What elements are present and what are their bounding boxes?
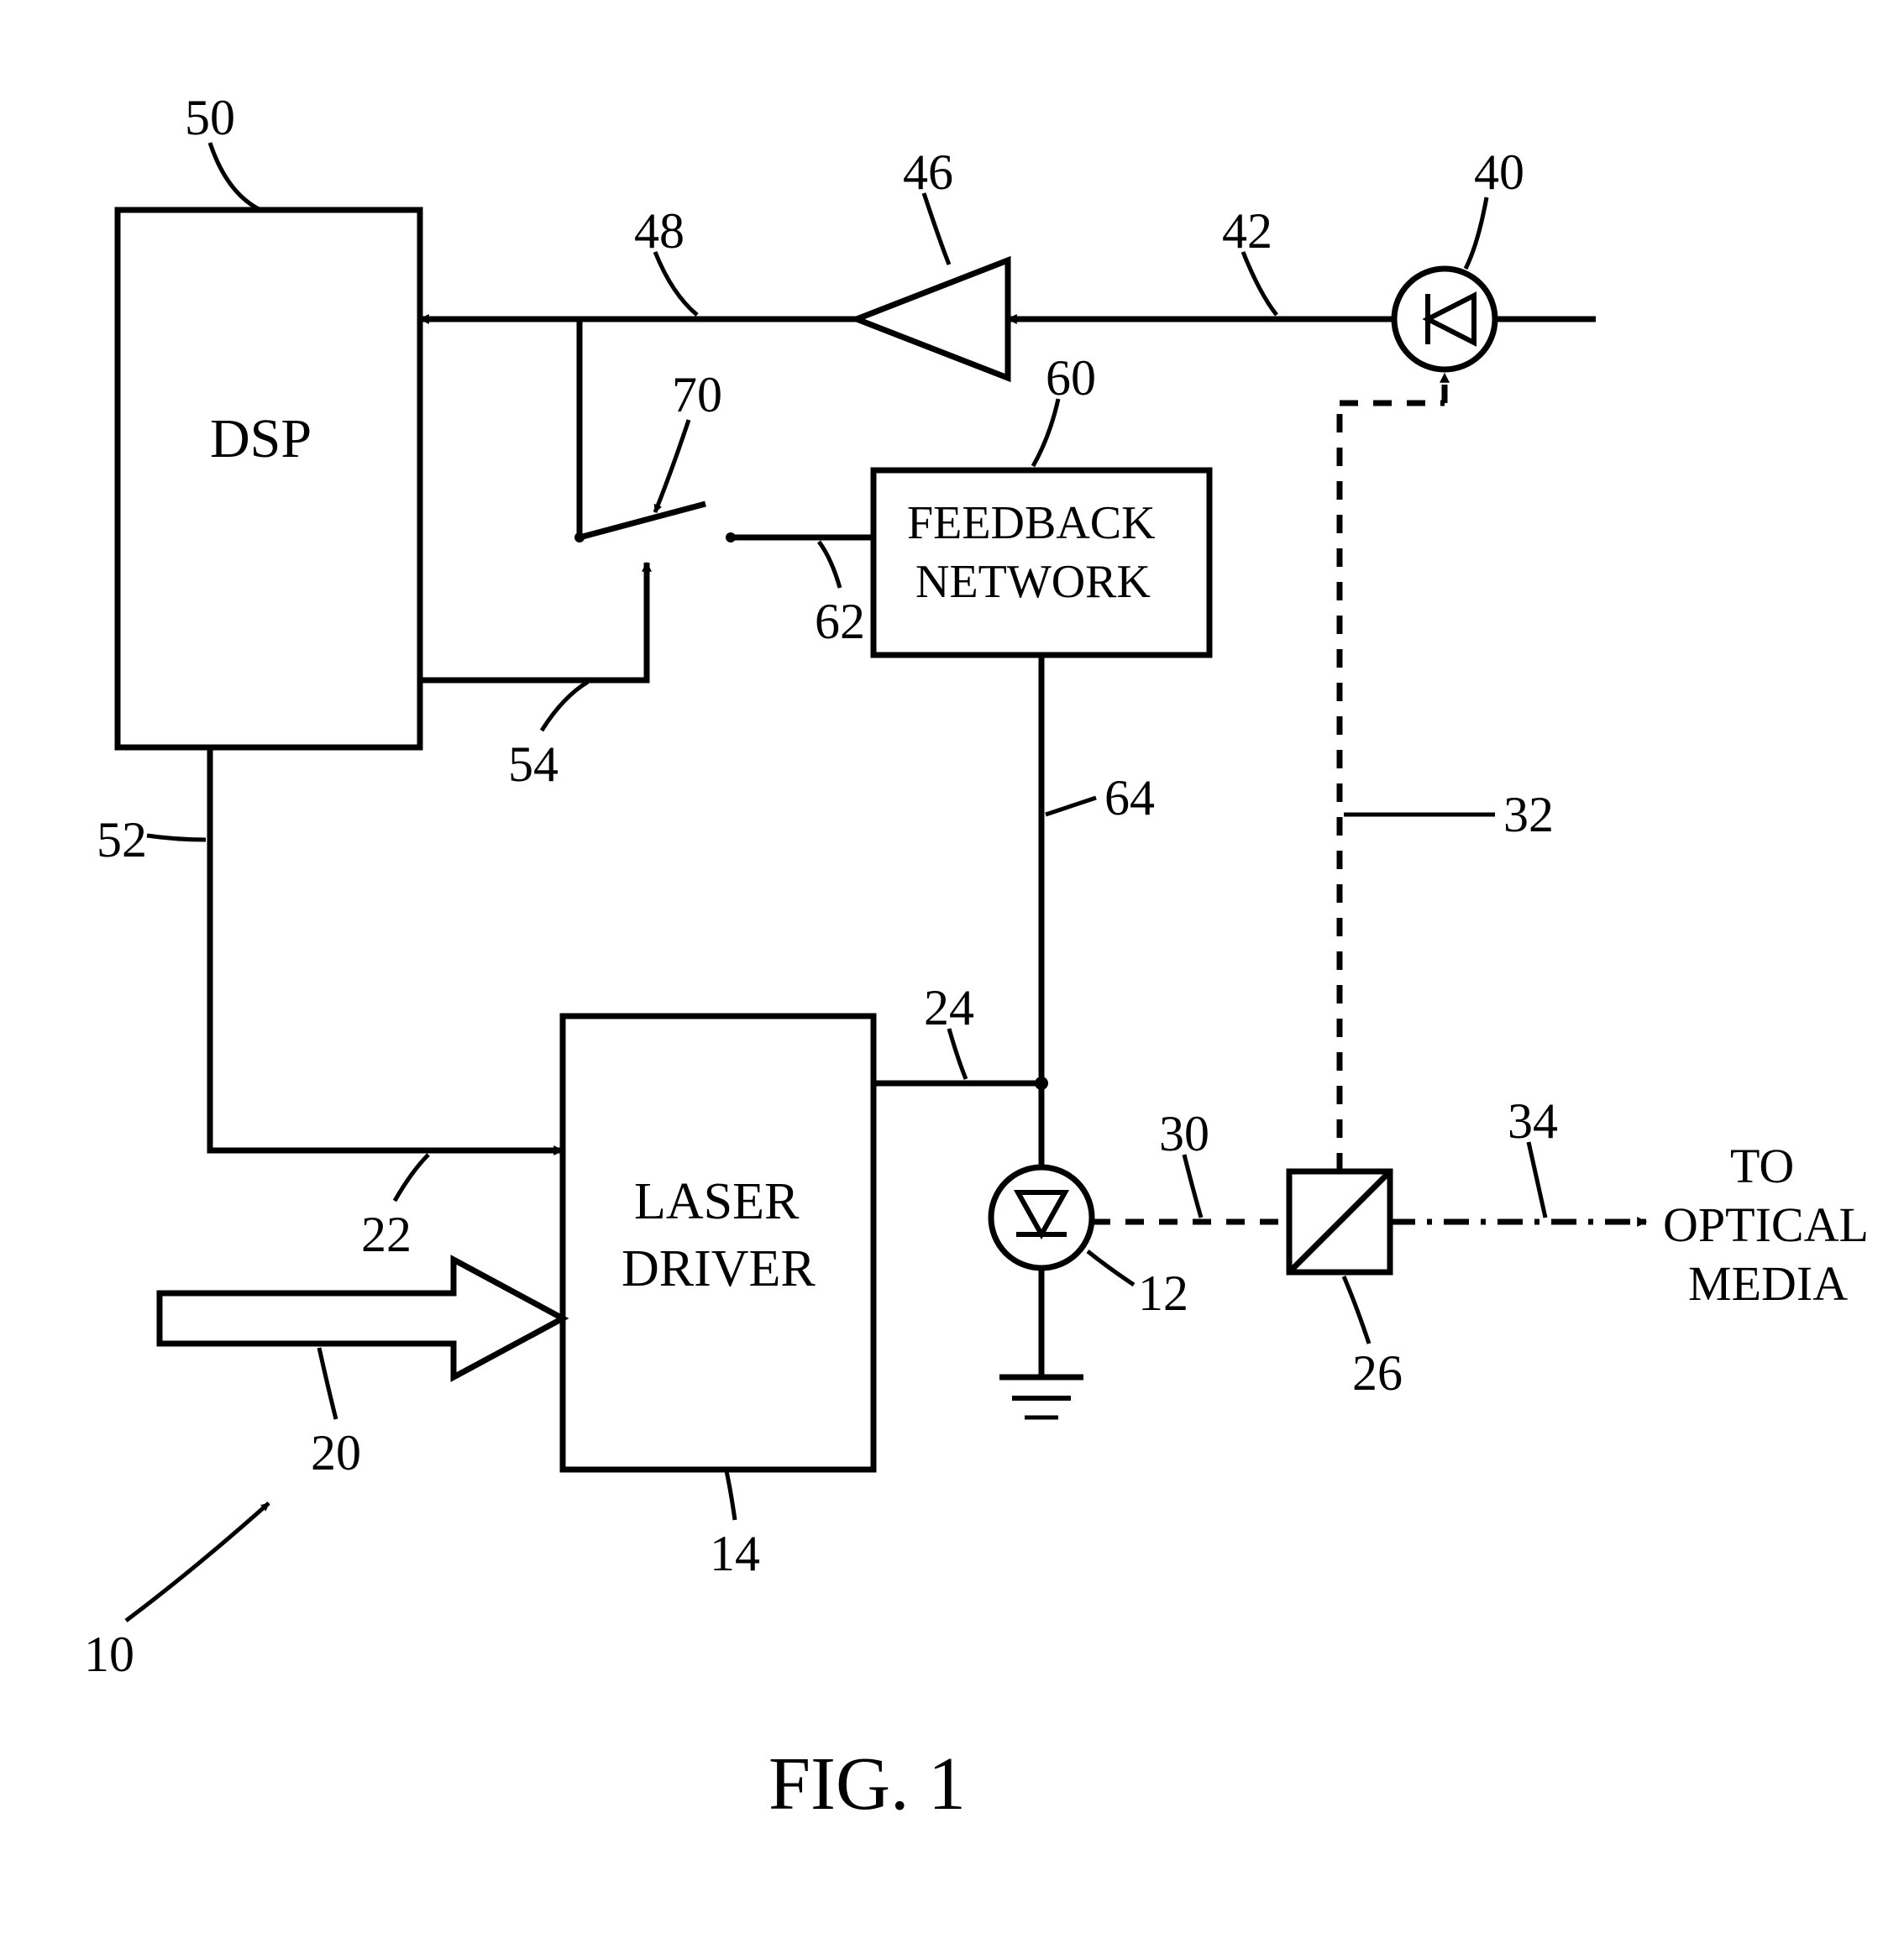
figure-1-diagram: DSP FEEDBACK NETWORK LASER DRIVER TO OPT…: [0, 0, 1904, 1944]
dsp-block: [118, 210, 420, 747]
laser-diode-icon: [991, 1083, 1092, 1377]
feedback-label-1: FEEDBACK: [907, 500, 1156, 547]
amplifier-icon: [857, 260, 1008, 378]
ref-64: 64: [1104, 773, 1155, 823]
leader-10: [126, 1503, 269, 1621]
ref-34: 34: [1508, 1096, 1558, 1146]
ref-48: 48: [634, 206, 684, 256]
leader-20: [319, 1348, 336, 1419]
ref-70: 70: [672, 369, 722, 420]
leader-46: [924, 193, 949, 265]
driver-label-2: DRIVER: [622, 1243, 816, 1295]
ref-40: 40: [1474, 147, 1524, 197]
ref-14: 14: [710, 1528, 760, 1579]
ref-30: 30: [1159, 1108, 1209, 1159]
leader-14: [726, 1471, 735, 1520]
ref-10: 10: [84, 1629, 134, 1679]
wire-54: [420, 563, 647, 680]
leader-48: [655, 252, 697, 315]
ref-46: 46: [903, 147, 953, 197]
ref-22: 22: [361, 1209, 412, 1260]
ref-50: 50: [185, 92, 235, 143]
leader-70: [655, 420, 689, 512]
leader-64: [1046, 798, 1096, 815]
leader-54: [542, 682, 588, 731]
output-line-2: OPTICAL: [1663, 1201, 1869, 1250]
schematic-svg: [0, 0, 1904, 1944]
leader-62: [819, 542, 840, 588]
ref-32: 32: [1503, 789, 1554, 840]
ref-42: 42: [1222, 206, 1272, 256]
leader-22: [395, 1155, 428, 1201]
node-24-64: [1035, 1077, 1048, 1090]
leader-30: [1184, 1155, 1201, 1218]
figure-caption: FIG. 1: [768, 1747, 966, 1822]
ref-24: 24: [924, 982, 974, 1033]
leader-52: [147, 836, 206, 840]
ref-26: 26: [1352, 1348, 1403, 1398]
leader-60: [1033, 399, 1058, 466]
ground-icon: [999, 1377, 1083, 1417]
ref-60: 60: [1046, 353, 1096, 403]
output-line-1: TO: [1730, 1142, 1794, 1191]
leader-40: [1466, 197, 1487, 269]
feedback-label-2: NETWORK: [915, 558, 1151, 605]
input-arrow-20: [160, 1260, 563, 1377]
ref-12: 12: [1138, 1268, 1188, 1318]
leader-42: [1243, 252, 1277, 315]
output-line-3: MEDIA: [1688, 1260, 1848, 1308]
leader-26: [1344, 1276, 1369, 1344]
leader-24: [949, 1029, 966, 1079]
ref-54: 54: [508, 739, 559, 789]
leader-50: [210, 143, 260, 210]
ref-62: 62: [815, 596, 865, 647]
driver-label-1: LASER: [634, 1176, 799, 1228]
leader-12: [1088, 1251, 1134, 1285]
ref-20: 20: [311, 1428, 361, 1478]
ref-52: 52: [97, 815, 147, 865]
beamsplitter-icon: [1289, 1171, 1390, 1272]
dsp-label: DSP: [210, 411, 312, 467]
leader-34: [1529, 1142, 1545, 1218]
wire-22: [210, 747, 563, 1150]
